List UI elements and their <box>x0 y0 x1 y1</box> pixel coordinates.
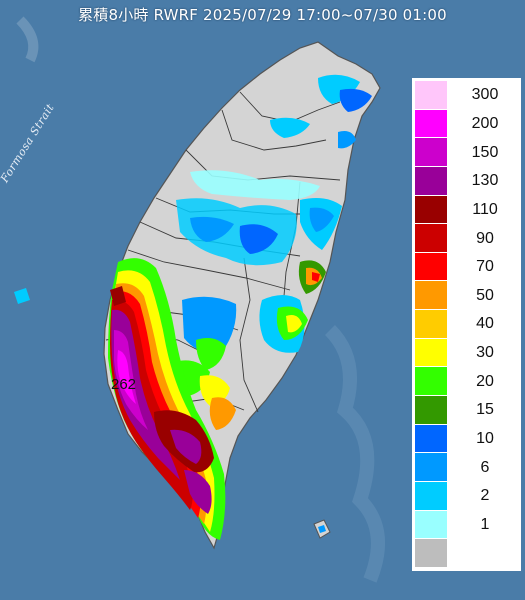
legend-swatch <box>415 166 447 196</box>
legend-swatch <box>415 539 447 568</box>
legend-label: 20 <box>476 372 494 390</box>
legend-label: 130 <box>471 172 499 190</box>
legend-label: 10 <box>476 430 494 447</box>
legend-label <box>452 539 518 568</box>
legend-swatch <box>415 195 447 225</box>
legend-label: 300 <box>471 86 499 104</box>
legend-swatch <box>415 481 447 511</box>
legend-swatch <box>415 396 447 425</box>
legend-label: 150 <box>471 143 499 161</box>
map-title: 累積8小時 RWRF 2025/07/29 17:00~07/30 01:00 <box>78 6 447 24</box>
legend-label: 110 <box>472 200 498 218</box>
legend-labels: 300 200 150 130 110 90 70 50 40 30 20 15 10 6 2 1 <box>452 81 518 568</box>
legend-swatch <box>415 510 447 540</box>
legend-label: 40 <box>476 315 494 333</box>
legend-label: 70 <box>476 258 494 276</box>
legend-swatch <box>415 224 447 253</box>
legend-swatches <box>415 81 447 568</box>
legend-label: 1 <box>480 515 490 533</box>
penghu-rain <box>14 288 30 304</box>
rainfall-legend: 300 200 150 130 110 90 70 50 40 30 20 15 10 6 2 1 <box>412 78 521 571</box>
legend-swatch <box>415 367 447 397</box>
legend-swatch <box>415 81 447 110</box>
peak-rainfall-label: 262 <box>111 376 137 393</box>
legend-label: 30 <box>476 344 494 362</box>
legend-label: 6 <box>480 458 490 476</box>
rainfall-field <box>108 74 372 540</box>
legend-swatch <box>415 252 447 282</box>
legend-swatch <box>415 109 447 139</box>
legend-label: 50 <box>476 286 494 304</box>
legend-label: 2 <box>480 487 490 505</box>
legend-swatch <box>415 281 447 311</box>
legend-swatch <box>415 310 447 339</box>
sea-texture <box>16 16 385 583</box>
legend-label: 15 <box>476 401 494 419</box>
legend-swatch <box>415 138 447 167</box>
legend-swatch <box>415 338 447 368</box>
legend-label: 90 <box>476 229 494 247</box>
legend-swatch <box>415 424 447 454</box>
legend-swatch <box>415 453 447 482</box>
legend-label: 200 <box>471 114 499 132</box>
lanyu-rain <box>318 525 326 533</box>
